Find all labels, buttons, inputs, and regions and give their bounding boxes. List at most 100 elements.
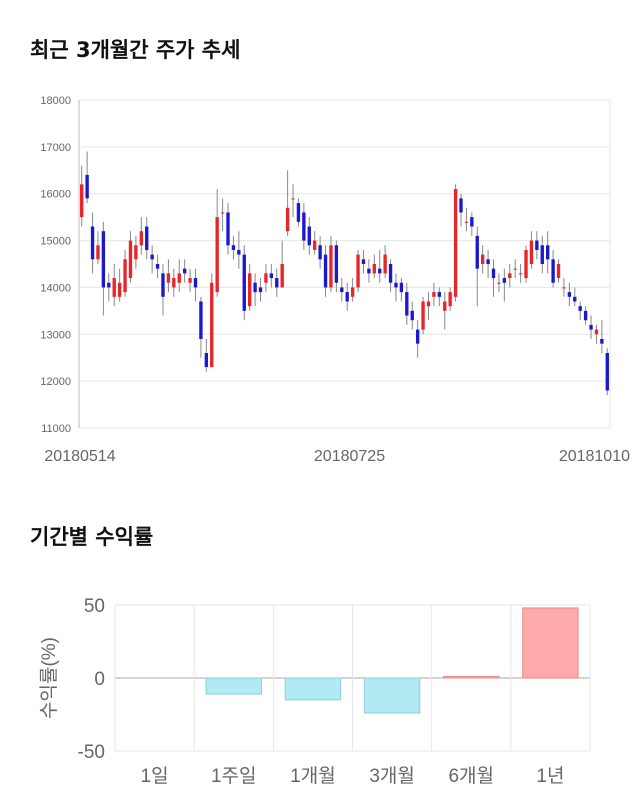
candle-body [535, 240, 539, 250]
x-tick-label: 20180725 [314, 448, 385, 465]
y-tick-label: 0 [94, 669, 105, 690]
return-bar [284, 677, 342, 701]
candle-body [302, 212, 306, 241]
candle-body [177, 273, 181, 283]
candle-body [150, 254, 154, 260]
x-tick-label: 1년 [536, 765, 564, 787]
candle-body [432, 292, 436, 297]
y-tick-label: 14000 [40, 282, 71, 294]
returns-bar-chart: 50 0 -50 1일 1주일 1개월 3개월 6개월 1년 수익률(%) [38, 596, 591, 787]
y-tick-label: 50 [84, 596, 105, 617]
candle-body [578, 306, 582, 311]
candle-body [193, 278, 198, 288]
candle-body [361, 259, 366, 264]
candle-body [291, 198, 295, 200]
candle-body [85, 174, 89, 199]
y-tick-label: 16000 [40, 189, 71, 201]
candle-body [583, 310, 588, 321]
candle-body [155, 264, 160, 269]
candle-body [437, 292, 442, 297]
candle-body [264, 273, 268, 283]
x-tick-label: 6개월 [448, 765, 494, 787]
return-bar [363, 677, 421, 714]
candle-body [529, 240, 534, 264]
candle-body [204, 353, 209, 368]
candle-body [258, 287, 263, 293]
candle-body [443, 301, 447, 311]
candle-body [502, 278, 507, 283]
candle-body [101, 231, 106, 288]
candle-body [394, 282, 398, 288]
candle-body [285, 207, 290, 232]
candle-body [161, 273, 165, 297]
y-tick-label: -50 [78, 742, 105, 763]
candle-body [405, 292, 409, 316]
x-tick-label: 1일 [141, 765, 169, 787]
candle-body [513, 268, 517, 270]
x-tick-label: 20180514 [44, 448, 115, 465]
candle-body [562, 287, 566, 289]
x-tick-label: 20181010 [559, 448, 630, 465]
candle-body [567, 292, 572, 297]
candle-body [269, 273, 274, 279]
candle-body [80, 184, 84, 218]
x-tick-label: 3개월 [369, 765, 415, 787]
candle-body [199, 301, 203, 339]
candle-body [107, 282, 111, 288]
candle-body [605, 353, 609, 391]
candle-body [497, 282, 501, 284]
candle-body [247, 273, 252, 307]
candle-body [459, 198, 463, 213]
candle-body [231, 245, 236, 250]
candle-body [383, 254, 387, 274]
candle-body [275, 278, 279, 288]
candle-body [313, 240, 317, 250]
candle-body [145, 226, 149, 250]
candle-body [518, 273, 523, 275]
candle-body [253, 282, 257, 293]
candle-body [372, 264, 376, 274]
candle-body [589, 324, 593, 330]
x-tick-label: 1개월 [290, 765, 336, 787]
candle-body [242, 254, 246, 311]
candle-body [334, 245, 339, 283]
candle-body [448, 292, 452, 307]
candle-body [172, 278, 176, 288]
candle-body [480, 254, 485, 264]
candle-body [410, 310, 414, 321]
candle-body [367, 268, 371, 274]
candle-body [323, 254, 328, 288]
candle-body [134, 245, 138, 260]
candle-body [296, 203, 301, 222]
candle-body [329, 245, 333, 288]
candle-body [123, 259, 127, 293]
y-tick-label: 13000 [40, 329, 71, 341]
candle-body [486, 259, 490, 264]
candle-body [508, 273, 512, 279]
candle-body [356, 254, 360, 288]
candle-body [215, 217, 219, 293]
candle-body [280, 264, 284, 288]
candle-body [182, 268, 187, 274]
candle-body [307, 226, 311, 246]
y-tick-label: 12000 [40, 376, 71, 388]
candle-body [188, 278, 192, 283]
y-tick-label: 11000 [41, 423, 71, 435]
candle-body [90, 226, 95, 260]
candle-body [210, 282, 214, 368]
candle-body [464, 221, 469, 223]
candle-body [426, 301, 431, 307]
candle-body [112, 278, 116, 297]
candle-body [318, 245, 322, 260]
candle-body [556, 264, 561, 279]
candle-body [421, 301, 425, 330]
candle-body [128, 240, 133, 279]
candle-body [340, 287, 344, 293]
candle-body [388, 264, 393, 283]
y-tick-label: 18000 [40, 95, 71, 107]
return-bar [443, 676, 500, 679]
candle-body [546, 245, 550, 260]
candle-body [399, 282, 404, 293]
candle-body [573, 296, 577, 302]
candle-body [378, 268, 382, 274]
